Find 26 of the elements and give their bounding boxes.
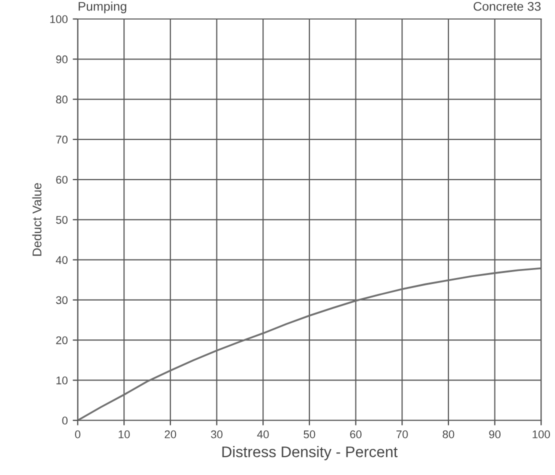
x-tick-label: 10 bbox=[118, 430, 130, 438]
x-tick-label: 30 bbox=[210, 430, 222, 438]
chart-title: Pumping bbox=[78, 2, 126, 14]
y-tick-label: 10 bbox=[56, 376, 68, 384]
x-tick-label: 100 bbox=[532, 430, 550, 438]
x-axis-title: Distress Density - Percent bbox=[222, 446, 398, 460]
chart-subtitle: Concrete 33 bbox=[474, 2, 541, 11]
x-tick-label: 0 bbox=[75, 430, 80, 438]
y-tick-label: 100 bbox=[50, 15, 68, 24]
y-tick-label: 80 bbox=[56, 96, 68, 104]
x-tick-label: 80 bbox=[442, 430, 454, 438]
y-tick-label: 30 bbox=[56, 296, 68, 304]
x-tick-label: 60 bbox=[350, 430, 362, 438]
y-tick-label: 40 bbox=[56, 256, 68, 264]
x-tick-label: 40 bbox=[257, 430, 269, 438]
y-tick-label: 90 bbox=[56, 55, 68, 64]
y-tick-label: 50 bbox=[56, 216, 68, 224]
y-tick-label: 0 bbox=[62, 416, 68, 425]
y-axis-title: Deduct Value bbox=[32, 183, 42, 256]
y-tick-label: 60 bbox=[56, 176, 68, 184]
y-tick-label: 70 bbox=[56, 136, 68, 144]
y-tick-label: 20 bbox=[56, 336, 68, 344]
x-tick-label: 90 bbox=[489, 430, 501, 438]
x-tick-label: 70 bbox=[396, 430, 408, 438]
x-tick-label: 50 bbox=[304, 430, 316, 438]
x-tick-label: 20 bbox=[164, 430, 176, 438]
